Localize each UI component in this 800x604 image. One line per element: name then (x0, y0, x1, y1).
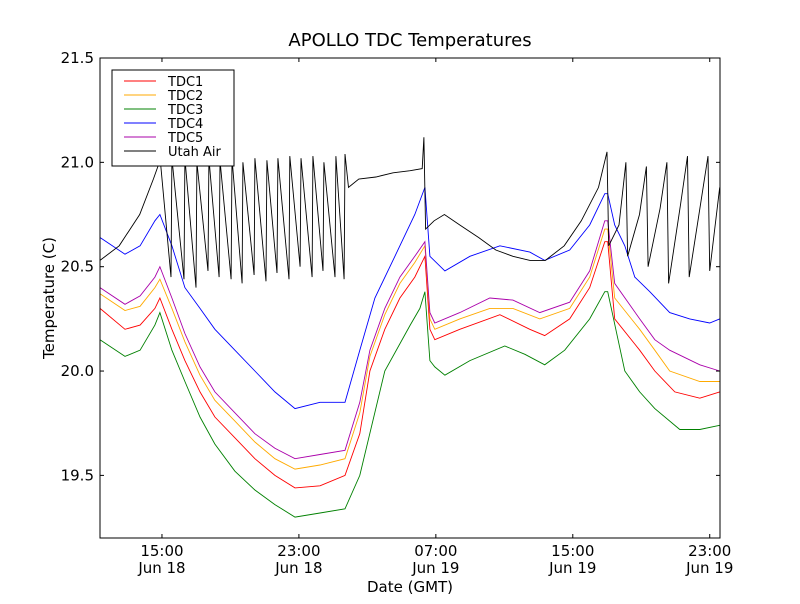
series-line-tdc3 (99, 291, 720, 518)
x-tick-label-time: 15:00 (551, 542, 594, 560)
legend-label: TDC5 (167, 131, 203, 146)
series-line-tdc2 (99, 228, 720, 470)
plot-frame (99, 57, 721, 539)
y-tick-label: 19.5 (61, 466, 94, 484)
legend-label: Utah Air (168, 145, 221, 160)
x-tick-label-date: Jun 18 (137, 559, 185, 577)
legend-box (111, 69, 235, 167)
x-tick-label-date: Jun 19 (685, 559, 733, 577)
y-tick-label: 21.0 (61, 153, 94, 171)
chart-title: APOLLO TDC Temperatures (288, 30, 531, 51)
x-tick-label-date: Jun 19 (411, 559, 459, 577)
x-tick-label-time: 23:00 (277, 542, 320, 560)
series-line-tdc5 (99, 220, 720, 460)
y-tick-label: 20.5 (61, 258, 94, 276)
y-tick-label: 21.5 (61, 49, 94, 67)
legend-label: TDC4 (167, 117, 203, 132)
y-axis-label: Temperature (C) (40, 237, 58, 360)
legend-label: TDC3 (167, 103, 203, 118)
legend-label: TDC1 (167, 75, 203, 90)
x-axis-label: Date (GMT) (367, 578, 453, 596)
series-line-tdc1 (99, 241, 720, 489)
x-tick-label-date: Jun 19 (548, 559, 596, 577)
series-line-utah-air (99, 137, 721, 288)
x-tick-label-time: 07:00 (414, 542, 457, 560)
x-tick-label-date: Jun 18 (274, 559, 322, 577)
x-tick-label-time: 15:00 (140, 542, 183, 560)
series-layer (99, 137, 721, 518)
legend-label: TDC2 (167, 89, 203, 104)
y-tick-label: 20.0 (61, 362, 94, 380)
series-line-tdc4 (99, 187, 720, 410)
x-tick-label-time: 23:00 (688, 542, 731, 560)
